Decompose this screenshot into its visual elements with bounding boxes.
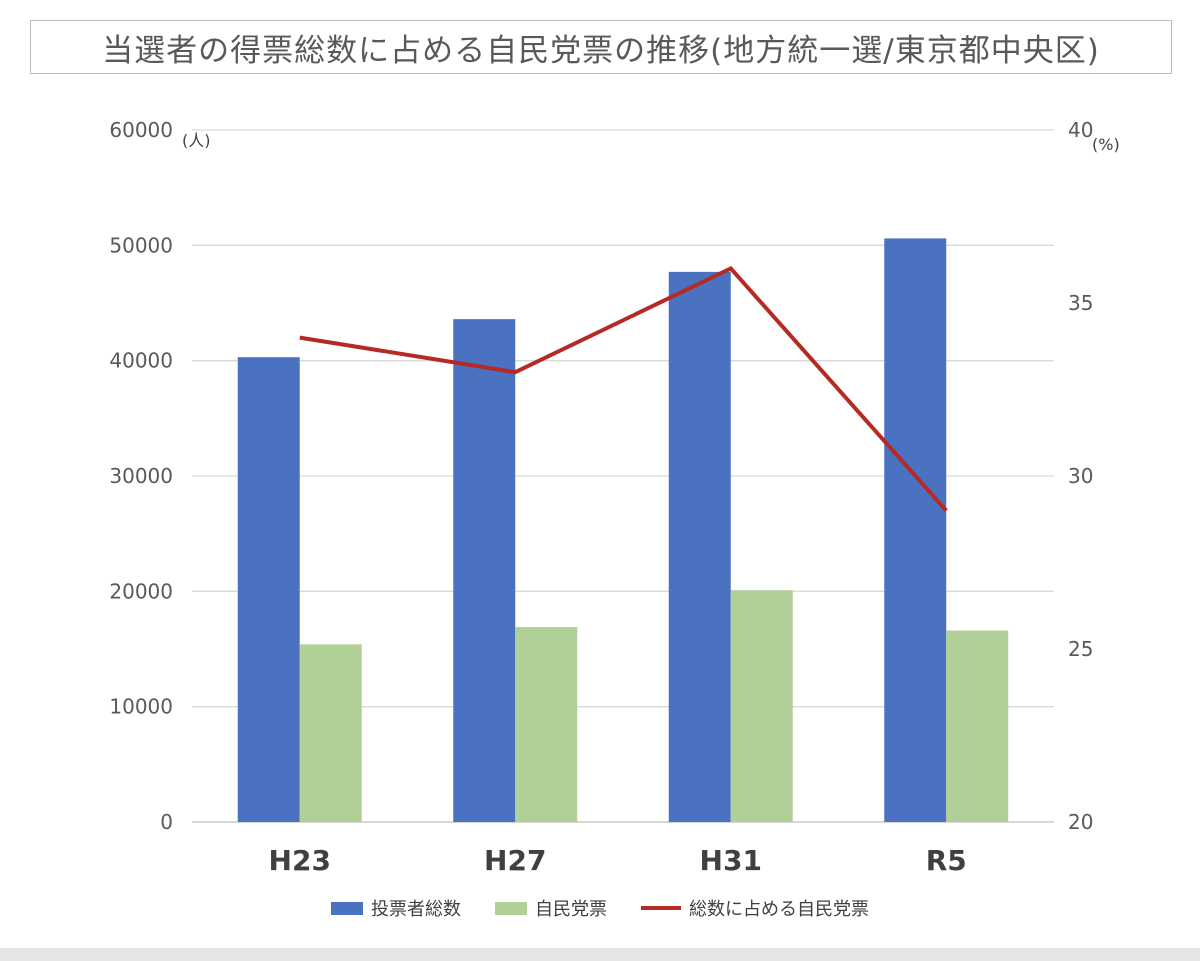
bar-ldp-votes (946, 630, 1009, 822)
y-axis-right-unit: (%) (1092, 135, 1120, 154)
y-axis-right-ticks: 20 25 30 35 40 (1068, 118, 1093, 834)
legend-label-share-line: 総数に占める自民党票 (689, 899, 869, 920)
bar-total-votes (237, 357, 300, 822)
y-right-tick-label: 25 (1068, 637, 1093, 661)
bar-total-votes (884, 238, 947, 822)
bar-total-votes (453, 319, 516, 822)
y-right-tick-label: 35 (1068, 291, 1093, 315)
combo-chart: 0 10000 20000 30000 40000 50000 60000 20 25 30 35… (109, 118, 1120, 877)
y-left-tick-label: 0 (160, 810, 173, 834)
legend: 投票者総数 自民党票 総数に占める自民党票 (0, 893, 1200, 923)
x-category-label: H23 (269, 844, 331, 877)
chart-title-box: 当選者の得票総数に占める自民党票の推移(地方統一選/東京都中央区) (30, 20, 1172, 74)
y-axis-left-ticks: 0 10000 20000 30000 40000 50000 60000 (109, 118, 173, 834)
legend-item-total-votes: 投票者総数 (331, 895, 461, 921)
y-left-tick-label: 10000 (109, 695, 173, 719)
y-right-tick-label: 30 (1068, 464, 1093, 488)
legend-item-ldp-votes: 自民党票 (495, 895, 607, 921)
legend-swatch-share-line (641, 906, 681, 910)
y-left-tick-label: 20000 (109, 579, 173, 603)
bar-total-votes (668, 271, 731, 822)
y-axis-left-unit: (人) (182, 131, 211, 150)
y-left-tick-label: 60000 (109, 118, 173, 142)
legend-swatch-ldp-votes (495, 901, 527, 915)
legend-label-total-votes: 投票者総数 (371, 899, 461, 920)
legend-label-ldp-votes: 自民党票 (535, 899, 607, 920)
bar-ldp-votes (299, 644, 362, 822)
chart-title: 当選者の得票総数に占める自民党票の推移(地方統一選/東京都中央区) (102, 32, 1100, 69)
y-left-tick-label: 40000 (109, 349, 173, 373)
y-left-tick-label: 30000 (109, 464, 173, 488)
x-axis-categories: H23 H27 H31 R5 (269, 844, 967, 877)
bar-ldp-votes (515, 627, 578, 822)
x-category-label: R5 (926, 844, 967, 877)
bottom-strip (0, 948, 1200, 961)
bar-ldp-votes (730, 590, 793, 822)
y-right-tick-label: 20 (1068, 810, 1093, 834)
bars (237, 238, 1009, 822)
share-line-series (299, 265, 948, 512)
x-category-label: H31 (700, 844, 762, 877)
legend-swatch-total-votes (331, 901, 363, 915)
y-right-tick-label: 40 (1068, 118, 1093, 142)
x-category-label: H27 (484, 844, 546, 877)
y-left-tick-label: 50000 (109, 233, 173, 257)
share-line (299, 265, 948, 512)
legend-item-share-line: 総数に占める自民党票 (641, 895, 869, 921)
